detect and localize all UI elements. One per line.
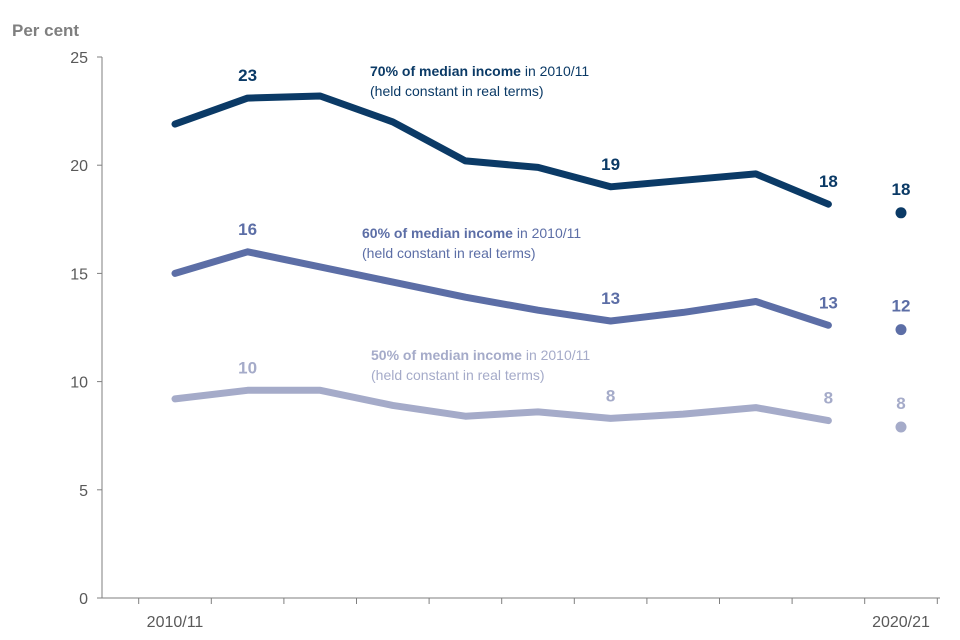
- y-tick-label: 5: [79, 483, 88, 500]
- legend-subtitle: (held constant in real terms): [362, 245, 536, 261]
- series-line: [171, 386, 832, 425]
- legend-title: 60% of median income in 2010/11: [362, 225, 581, 241]
- series-legend: 60% of median income in 2010/11 (held con…: [362, 225, 581, 261]
- x-tick-label: 2020/21: [872, 614, 930, 631]
- legend-title-rest: in 2010/11: [522, 347, 590, 363]
- series-line: [171, 248, 832, 329]
- data-label: 10: [238, 358, 257, 377]
- legend-title-bold: 60% of median income: [362, 225, 513, 241]
- chart-data-labels: 23 19 18 18 16 13 13 12 10 8 8 8: [238, 66, 910, 413]
- y-tick-label: 10: [70, 375, 88, 392]
- y-tick-label: 15: [70, 266, 88, 283]
- data-label: 8: [824, 389, 833, 408]
- legend-title-rest: in 2010/11: [521, 63, 589, 79]
- y-tick-label: 20: [70, 158, 88, 175]
- legend-subtitle: (held constant in real terms): [370, 83, 544, 99]
- data-label: 23: [238, 66, 257, 85]
- legend-title-bold: 50% of median income: [371, 347, 522, 363]
- legend-title: 70% of median income in 2010/11: [370, 63, 589, 79]
- data-label: 12: [892, 297, 911, 316]
- data-label: 8: [606, 386, 615, 405]
- series-final-point: [895, 207, 907, 219]
- series-final-point: [895, 421, 907, 433]
- series-line: [171, 92, 832, 208]
- y-tick-label: 0: [79, 591, 88, 608]
- x-tick-label: 2010/11: [147, 614, 204, 631]
- legend-subtitle: (held constant in real terms): [371, 367, 545, 383]
- y-axis-label: Per cent: [12, 21, 79, 40]
- data-label: 13: [601, 289, 620, 308]
- data-label: 13: [819, 293, 838, 312]
- data-label: 19: [601, 155, 620, 174]
- chart-axes: 0 5 10 15 20 25 Per cent 2010/11 2020/21: [12, 21, 940, 631]
- series-legend: 70% of median income in 2010/11 (held con…: [370, 63, 589, 99]
- series-final-point: [895, 324, 907, 336]
- y-tick-label: 25: [70, 50, 88, 67]
- legend-title-rest: in 2010/11: [513, 225, 581, 241]
- series-legend: 50% of median income in 2010/11 (held con…: [371, 347, 590, 383]
- legend-title: 50% of median income in 2010/11: [371, 347, 590, 363]
- data-label: 18: [892, 180, 911, 199]
- legend-title-bold: 70% of median income: [370, 63, 521, 79]
- data-label: 18: [819, 172, 838, 191]
- data-label: 16: [238, 220, 257, 239]
- chart-legends: 70% of median income in 2010/11 (held con…: [362, 63, 590, 383]
- data-label: 8: [896, 394, 905, 413]
- chart-series: [171, 92, 907, 433]
